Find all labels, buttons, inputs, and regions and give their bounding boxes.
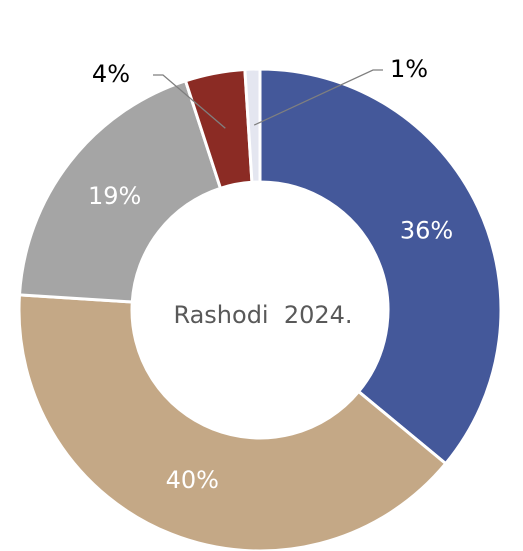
data-label: 40% [166,466,219,494]
chart-title: Rashodi 2024. [173,301,352,329]
donut-slice [258,67,503,466]
data-label: 36% [400,217,453,245]
data-label: 19% [88,182,141,210]
leader-line [253,69,383,126]
donut-slice [17,293,448,551]
data-label: 1% [390,55,428,83]
donut-slice [243,67,262,184]
data-label: 4% [92,60,130,88]
leader-line [153,74,226,129]
